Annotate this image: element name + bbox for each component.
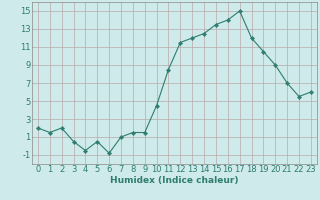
X-axis label: Humidex (Indice chaleur): Humidex (Indice chaleur) <box>110 176 239 185</box>
